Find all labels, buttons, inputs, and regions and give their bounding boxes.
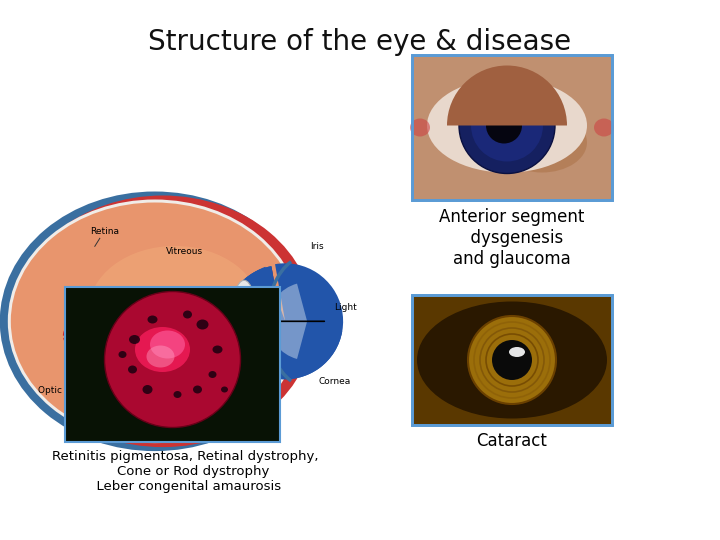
Ellipse shape xyxy=(8,199,302,443)
Circle shape xyxy=(459,78,555,173)
Ellipse shape xyxy=(221,387,228,393)
Ellipse shape xyxy=(174,391,181,398)
Ellipse shape xyxy=(150,330,185,359)
Text: Anterior segment
  dysgenesis
and glaucoma: Anterior segment dysgenesis and glaucoma xyxy=(439,208,585,268)
Text: Optic disc: Optic disc xyxy=(38,386,83,395)
Circle shape xyxy=(471,90,543,161)
Text: Cornea: Cornea xyxy=(319,377,351,386)
Ellipse shape xyxy=(89,246,261,376)
Ellipse shape xyxy=(193,386,202,394)
Ellipse shape xyxy=(594,118,614,137)
Ellipse shape xyxy=(427,78,587,173)
Wedge shape xyxy=(225,266,281,376)
Ellipse shape xyxy=(509,347,525,357)
Ellipse shape xyxy=(497,112,587,172)
Text: Cataract: Cataract xyxy=(477,432,547,450)
Text: Retinitis pigmentosa, Retinal dystrophy,
    Cone or Rod dystrophy
  Leber conge: Retinitis pigmentosa, Retinal dystrophy,… xyxy=(52,450,318,493)
Circle shape xyxy=(104,292,240,428)
Text: Structure of the eye & disease: Structure of the eye & disease xyxy=(148,28,572,56)
Ellipse shape xyxy=(148,315,158,323)
Ellipse shape xyxy=(183,310,192,319)
Ellipse shape xyxy=(128,366,137,374)
Text: Light: Light xyxy=(334,303,356,312)
Wedge shape xyxy=(268,284,307,359)
Ellipse shape xyxy=(0,192,310,451)
Ellipse shape xyxy=(212,346,222,354)
Text: Retina: Retina xyxy=(90,227,120,236)
Ellipse shape xyxy=(129,335,140,344)
Text: Lens: Lens xyxy=(229,367,250,376)
Text: Iris: Iris xyxy=(310,242,324,251)
Ellipse shape xyxy=(135,327,190,372)
Ellipse shape xyxy=(12,195,314,447)
Wedge shape xyxy=(226,267,281,375)
Wedge shape xyxy=(227,264,343,379)
Ellipse shape xyxy=(197,320,209,329)
Ellipse shape xyxy=(231,280,257,362)
Wedge shape xyxy=(225,266,281,376)
FancyBboxPatch shape xyxy=(412,295,612,425)
Ellipse shape xyxy=(209,371,217,378)
Ellipse shape xyxy=(146,346,174,368)
Ellipse shape xyxy=(442,85,522,130)
Ellipse shape xyxy=(119,351,127,358)
Ellipse shape xyxy=(505,111,519,120)
Ellipse shape xyxy=(417,301,607,418)
Ellipse shape xyxy=(410,118,430,137)
Ellipse shape xyxy=(11,202,299,440)
FancyBboxPatch shape xyxy=(65,287,280,442)
Circle shape xyxy=(492,340,532,380)
Ellipse shape xyxy=(143,385,153,394)
Text: Vitreous: Vitreous xyxy=(166,247,203,256)
Circle shape xyxy=(468,316,556,404)
Wedge shape xyxy=(275,321,342,379)
Wedge shape xyxy=(447,65,567,125)
FancyBboxPatch shape xyxy=(412,55,612,200)
Text: Macula: Macula xyxy=(104,305,136,314)
Circle shape xyxy=(486,107,522,144)
